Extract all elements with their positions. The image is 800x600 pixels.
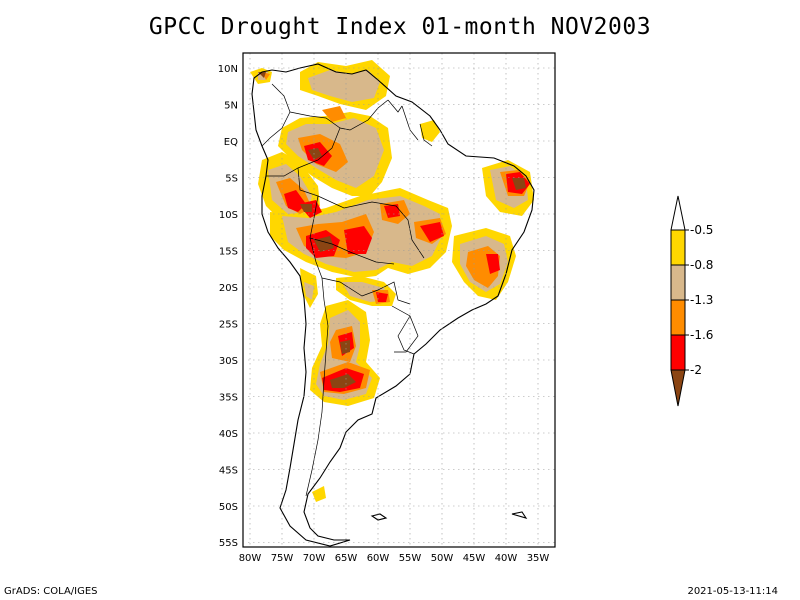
lat-label: 10N: [218, 64, 238, 75]
lat-label: 15S: [219, 247, 238, 258]
lat-label: 45S: [219, 466, 238, 477]
lon-label: 60W: [367, 553, 390, 564]
lat-axis: 10N 5N EQ 5S 10S 15S 20S 25S 30S 35S 40S…: [218, 64, 238, 549]
lon-label: 80W: [239, 553, 262, 564]
lon-axis: 80W 75W 70W 65W 60W 55W 50W 45W 40W 35W: [239, 553, 550, 564]
lon-label: 45W: [463, 553, 486, 564]
lon-label: 65W: [335, 553, 358, 564]
drought-shading: [250, 60, 534, 502]
lon-label: 70W: [303, 553, 326, 564]
lat-label: 10S: [219, 210, 238, 221]
lat-label: 35S: [219, 393, 238, 404]
colorbar-bottom-cap: [670, 369, 686, 407]
lat-label: 30S: [219, 356, 238, 367]
lat-label: 5S: [225, 174, 238, 185]
lon-label: 75W: [271, 553, 294, 564]
footer-credit: GrADS: COLA/IGES: [4, 586, 98, 597]
lat-label: 40S: [219, 429, 238, 440]
map-title: GPCC Drought Index 01-month NOV2003: [148, 14, 652, 40]
lat-label: EQ: [224, 137, 238, 148]
lon-label: 55W: [399, 553, 422, 564]
lon-label: 35W: [527, 553, 550, 564]
lon-label: 50W: [431, 553, 454, 564]
colorbar-swatch-orange: [670, 299, 686, 336]
colorbar-swatch-red: [670, 334, 686, 371]
lat-label: 20S: [219, 283, 238, 294]
colorbar: -0.5 -0.8 -1.3 -1.6 -2: [670, 195, 713, 407]
footer-timestamp: 2021-05-13-11:14: [687, 586, 778, 597]
colorbar-label: -0.5: [690, 223, 713, 237]
colorbar-swatch-yellow: [670, 229, 686, 266]
gridlines: [248, 53, 555, 547]
colorbar-swatch-tan: [670, 264, 686, 301]
colorbar-label: -2: [690, 363, 702, 377]
colorbar-label: -1.3: [690, 293, 713, 307]
map-frame: [242, 52, 556, 548]
country-borders: [261, 83, 433, 497]
coastline: [251, 63, 535, 547]
colorbar-top-cap: [670, 195, 686, 231]
colorbar-label: -1.6: [690, 328, 713, 342]
colorbar-label: -0.8: [690, 258, 713, 272]
lat-label: 55S: [219, 538, 238, 549]
lat-label: 50S: [219, 502, 238, 513]
lat-label: 5N: [224, 101, 238, 112]
lon-label: 40W: [495, 553, 518, 564]
lat-label: 25S: [219, 320, 238, 331]
